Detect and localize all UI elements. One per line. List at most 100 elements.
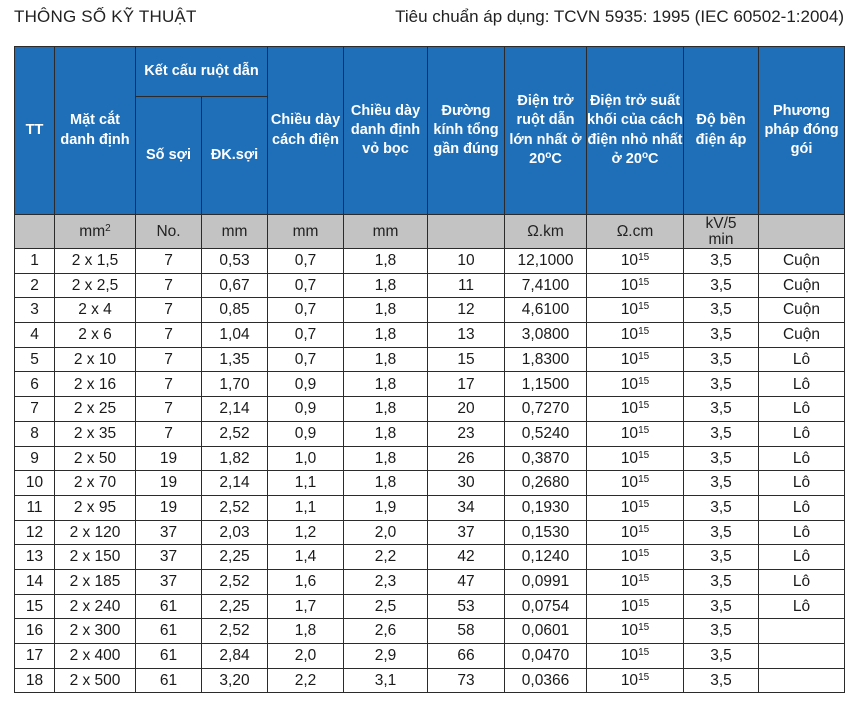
unit-insulation: mm [267, 214, 344, 249]
cell-diameter: 13 [427, 322, 505, 348]
cell-resistivity: 1015 [586, 297, 684, 324]
cell-resistance: 0,0991 [504, 568, 587, 595]
cell-voltage: 3,5 [683, 371, 759, 398]
unit-voltage-top: kV/5 [705, 215, 737, 232]
cell-sheath: 2,9 [343, 643, 428, 669]
cell-packing: Lô [758, 470, 845, 496]
cell-strands: 7 [135, 322, 202, 348]
cell-packing: Lô [758, 593, 845, 620]
cell-section: 2 x 120 [54, 519, 136, 546]
cell-tt: 12 [14, 519, 55, 546]
cell-sheath: 2,0 [343, 519, 428, 546]
cell-resistance: 0,3870 [504, 445, 587, 472]
cell-resistivity: 1015 [586, 445, 684, 472]
cell-sheath: 1,8 [343, 445, 428, 472]
cell-voltage: 3,5 [683, 568, 759, 595]
resistivity-base: 10 [620, 597, 639, 615]
header-conductor: Kết cấu ruột dẫn [135, 46, 268, 97]
resistivity-exponent: 15 [638, 647, 650, 659]
cell-strand-dia: 1,35 [201, 346, 268, 373]
cell-resistivity: 1015 [586, 618, 684, 644]
cell-tt: 7 [14, 396, 55, 422]
cell-strands: 61 [135, 667, 202, 694]
cell-diameter: 53 [427, 593, 505, 620]
document-title: THÔNG SỐ KỸ THUẬT [14, 7, 197, 26]
cell-strands: 61 [135, 643, 202, 669]
resistivity-base: 10 [620, 548, 639, 566]
cell-resistance: 0,5240 [504, 420, 587, 447]
resistivity-exponent: 15 [638, 252, 650, 264]
unit-diameter [427, 214, 505, 249]
cell-section: 2 x 16 [54, 371, 136, 398]
cell-diameter: 17 [427, 371, 505, 398]
cell-insulation: 1,8 [267, 618, 344, 644]
cell-tt: 15 [14, 593, 55, 620]
header-resistance: Điện trở ruột dẫn lớn nhất ở 20oC [504, 46, 587, 215]
header-sheath: Chiều dày danh định vỏ bọc [343, 46, 428, 215]
cell-diameter: 23 [427, 420, 505, 447]
cell-sheath: 2,2 [343, 544, 428, 570]
resistivity-base: 10 [620, 671, 639, 689]
cell-voltage: 3,5 [683, 667, 759, 694]
cell-diameter: 20 [427, 396, 505, 422]
cell-sheath: 1,8 [343, 272, 428, 299]
cell-insulation: 1,2 [267, 519, 344, 546]
unit-sheath: mm [343, 214, 428, 249]
cell-packing: Cuộn [758, 297, 845, 324]
cell-sheath: 1,8 [343, 248, 428, 274]
header-resistivity-text: Điện trở suất khối của cách điện nhỏ nhấ… [587, 93, 683, 167]
cell-resistivity: 1015 [586, 519, 684, 546]
cell-strand-dia: 2,25 [201, 544, 268, 570]
cell-tt: 18 [14, 667, 55, 694]
unit-resistance: Ω.km [504, 214, 587, 249]
cell-strand-dia: 0,53 [201, 248, 268, 274]
cell-voltage: 3,5 [683, 420, 759, 447]
cell-resistance: 0,0601 [504, 618, 587, 644]
cell-resistance: 1,1500 [504, 371, 587, 398]
cell-resistance: 0,0754 [504, 593, 587, 620]
resistivity-base: 10 [620, 276, 639, 294]
cell-resistance: 0,1530 [504, 519, 587, 546]
cell-voltage: 3,5 [683, 396, 759, 422]
resistivity-base: 10 [620, 449, 639, 467]
resistivity-exponent: 15 [638, 523, 650, 535]
table-row: 10 2 x 70 19 2,14 1,1 1,8 30 0,2680 1015 3,5 Lô [14, 470, 845, 496]
cell-resistance: 0,1930 [504, 494, 587, 521]
cell-tt: 2 [14, 272, 55, 299]
resistivity-base: 10 [620, 523, 639, 541]
cell-diameter: 58 [427, 618, 505, 644]
header-insulation: Chiều dày cách điện [267, 46, 344, 215]
cell-insulation: 1,7 [267, 593, 344, 620]
unit-voltage-bottom: min [708, 230, 734, 248]
cell-strands: 7 [135, 371, 202, 398]
cell-insulation: 0,7 [267, 272, 344, 299]
cell-resistivity: 1015 [586, 396, 684, 422]
cell-section: 2 x 4 [54, 297, 136, 324]
cell-section: 2 x 70 [54, 470, 136, 496]
cell-packing: Lô [758, 519, 845, 546]
cell-section: 2 x 50 [54, 445, 136, 472]
cell-voltage: 3,5 [683, 643, 759, 669]
cell-strand-dia: 1,70 [201, 371, 268, 398]
cell-section: 2 x 2,5 [54, 272, 136, 299]
cell-packing: Lô [758, 544, 845, 570]
cell-tt: 17 [14, 643, 55, 669]
cell-insulation: 0,7 [267, 248, 344, 274]
cell-strands: 61 [135, 618, 202, 644]
cell-resistance: 0,2680 [504, 470, 587, 496]
cell-diameter: 11 [427, 272, 505, 299]
degree-mark: o [641, 149, 649, 161]
cell-voltage: 3,5 [683, 519, 759, 546]
header-bar: THÔNG SỐ KỸ THUẬT Tiêu chuẩn áp dụng: TC… [0, 0, 856, 42]
table-row: 14 2 x 185 37 2,52 1,6 2,3 47 0,0991 1015 3,5 Lô [14, 568, 845, 595]
unit-section-exp: 2 [105, 222, 111, 234]
cell-insulation: 2,0 [267, 643, 344, 669]
cell-tt: 5 [14, 346, 55, 373]
cell-voltage: 3,5 [683, 593, 759, 620]
units-row: mm2 No. mm mm mm Ω.km Ω.cm kV/5 min [14, 214, 845, 249]
cell-voltage: 3,5 [683, 248, 759, 274]
cell-insulation: 0,7 [267, 322, 344, 348]
resistivity-exponent: 15 [638, 301, 650, 313]
